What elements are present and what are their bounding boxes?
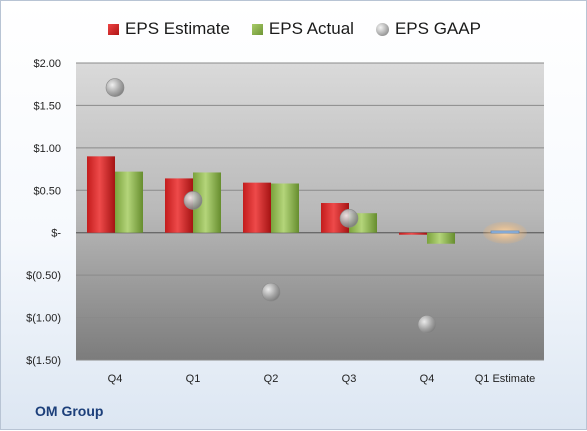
gaap-marker	[417, 315, 437, 334]
gaap-marker	[339, 208, 359, 228]
x-tick-label: Q1	[186, 373, 201, 385]
y-tick-label: $0.50	[33, 185, 61, 197]
gaap-marker	[261, 282, 281, 302]
legend-label-gaap: EPS GAAP	[394, 19, 481, 38]
bar-actual	[271, 183, 299, 233]
legend-item-actual: EPS Actual	[251, 19, 354, 39]
x-tick-label: Q4	[108, 373, 123, 385]
y-tick-label: $-	[51, 228, 61, 240]
legend-swatch-actual	[251, 23, 263, 35]
y-tick-label: $(1.00)	[26, 313, 61, 325]
y-tick-label: $1.00	[33, 143, 61, 155]
bar-estimate	[87, 156, 115, 233]
legend-item-gaap: EPS GAAP	[375, 19, 481, 39]
bar-estimate	[399, 232, 427, 235]
gaap-marker	[105, 78, 125, 97]
chart-legend: EPS Estimate EPS Actual EPS GAAP	[1, 19, 587, 39]
x-tick-label: Q1 Estimate	[475, 373, 536, 385]
bar-estimate	[243, 182, 271, 233]
legend-swatch-estimate	[108, 23, 120, 35]
y-tick-label: $(0.50)	[26, 270, 61, 282]
x-tick-label: Q2	[264, 373, 279, 385]
company-name: OM Group	[35, 403, 104, 419]
legend-label-actual: EPS Actual	[268, 19, 354, 38]
y-axis-tick-labels: $2.00 $1.50 $1.00 $0.50 $- $(0.50) $(1.00) $(1.…	[26, 58, 61, 367]
legend-label-estimate: EPS Estimate	[125, 19, 230, 38]
legend-item-estimate: EPS Estimate	[108, 19, 230, 39]
bar-actual	[427, 232, 455, 244]
x-axis-tick-labels: Q4 Q1 Q2 Q3 Q4 Q1 Estimate	[108, 373, 536, 385]
y-tick-label: $2.00	[33, 58, 61, 70]
x-tick-label: Q4	[420, 373, 435, 385]
legend-swatch-gaap	[375, 22, 389, 36]
x-tick-label: Q3	[342, 373, 357, 385]
bar-actual	[115, 171, 143, 233]
y-tick-label: $1.50	[33, 100, 61, 112]
bar-estimate	[490, 230, 520, 234]
plot-area	[76, 63, 544, 360]
gaap-marker	[183, 191, 203, 210]
gaap-markers	[105, 78, 437, 334]
y-tick-label: $(1.50)	[26, 355, 61, 367]
grid-lines	[76, 62, 544, 361]
